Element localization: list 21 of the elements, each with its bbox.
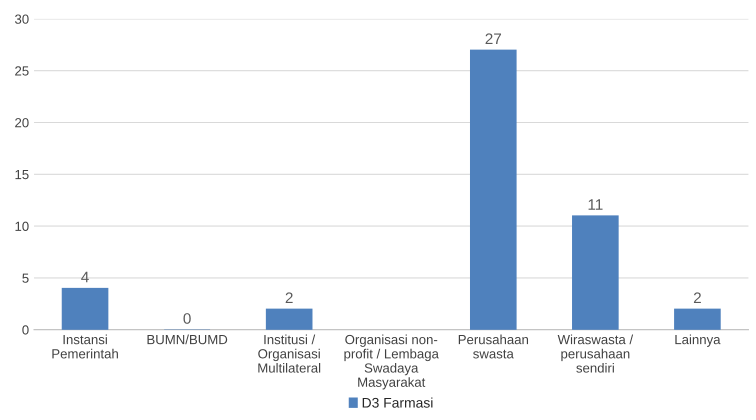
data-label: 0 — [183, 313, 191, 324]
x-tick-label: Organisasi non- profit / Lembaga Swadaya Masyarakat — [344, 334, 439, 390]
y-tick-label: 0 — [22, 325, 29, 335]
y-tick-label: 5 — [22, 274, 29, 283]
x-tick-label: Instansi Pemerintah — [52, 334, 118, 358]
y-tick-label: 10 — [15, 222, 29, 232]
x-tick-label: BUMN/BUMD — [148, 334, 228, 344]
data-label: 2 — [694, 292, 701, 304]
data-label: 2 — [286, 292, 293, 304]
y-tick-label: 30 — [14, 14, 29, 24]
y-tick-label: 25 — [15, 66, 29, 76]
y-tick-label: 20 — [15, 118, 29, 128]
data-label: 11 — [588, 199, 603, 210]
x-tick-label: Wiraswasta / perusahaan sendiri — [558, 334, 634, 373]
data-label: 27 — [486, 33, 502, 44]
data-label: 4 — [81, 272, 89, 282]
y-tick-label: 15 — [15, 170, 29, 180]
legend-label: D3 Farmasi — [362, 397, 432, 408]
x-tick-label: Lainnya — [675, 334, 721, 347]
x-tick-label: Institusi / Organisasi Multilateral — [258, 334, 320, 373]
x-tick-label: Perusahaan swasta — [458, 334, 528, 358]
